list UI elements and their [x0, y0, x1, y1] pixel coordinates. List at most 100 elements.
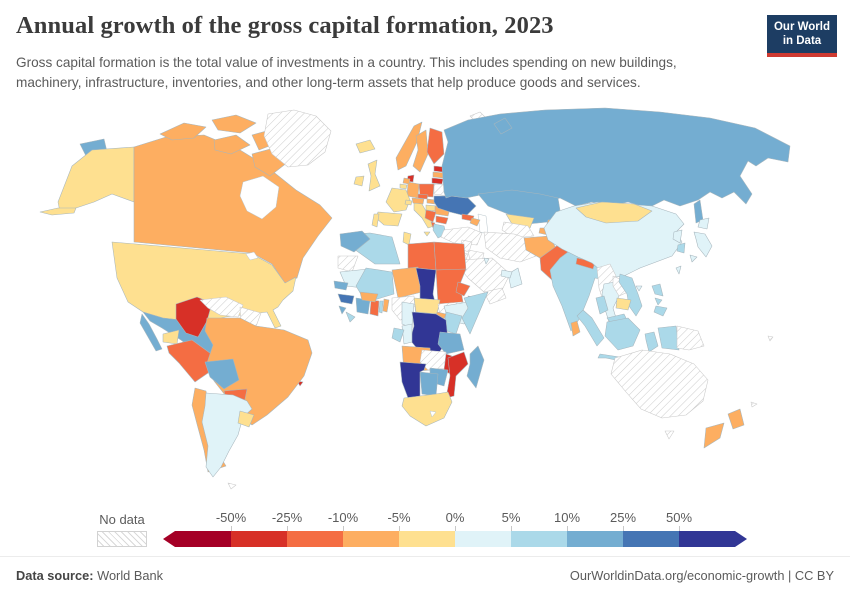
- country-visayas[interactable]: [654, 297, 663, 306]
- country-japan-kyushu[interactable]: [689, 254, 698, 263]
- country-iceland[interactable]: [355, 139, 376, 154]
- country-sweden[interactable]: [412, 129, 429, 173]
- country-azerbaijan[interactable]: [469, 217, 481, 227]
- country-luzon[interactable]: [651, 283, 664, 297]
- country-tunisia[interactable]: [402, 231, 412, 246]
- country-gabon[interactable]: [391, 327, 405, 343]
- country-burkina-faso[interactable]: [359, 291, 379, 303]
- country-aleutians[interactable]: [39, 207, 77, 216]
- country-egypt[interactable]: [433, 241, 467, 271]
- country-botswana[interactable]: [419, 371, 439, 397]
- country-nz-south[interactable]: [703, 422, 725, 449]
- country-ireland[interactable]: [353, 175, 365, 187]
- legend-color-bar[interactable]: [163, 531, 747, 547]
- legend-bin-5[interactable]: [455, 531, 511, 547]
- legend-bin-8[interactable]: [623, 531, 679, 547]
- country-south-korea[interactable]: [676, 242, 686, 254]
- country-spain[interactable]: [375, 211, 403, 227]
- legend-bin-4[interactable]: [399, 531, 455, 547]
- country-canada-arctic-3[interactable]: [213, 134, 251, 155]
- legend-bin-0[interactable]: [175, 531, 231, 547]
- country-senegal[interactable]: [333, 280, 349, 291]
- country-ghana[interactable]: [369, 299, 380, 317]
- country-eritrea[interactable]: [455, 281, 471, 297]
- legend-bin-3[interactable]: [343, 531, 399, 547]
- country-mongolia[interactable]: [575, 201, 653, 224]
- country-morocco[interactable]: [339, 230, 371, 253]
- country-togo[interactable]: [378, 300, 384, 314]
- country-tasmania[interactable]: [664, 430, 675, 440]
- country-liberia[interactable]: [345, 311, 356, 323]
- country-yemen[interactable]: [483, 287, 507, 305]
- country-papua-new-guinea[interactable]: [676, 325, 705, 351]
- country-uzbekistan[interactable]: [505, 213, 535, 229]
- country-kuwait[interactable]: [483, 257, 490, 265]
- country-japan-hokkaido[interactable]: [697, 217, 710, 230]
- country-canada-arctic-2[interactable]: [211, 114, 257, 134]
- country-taiwan[interactable]: [675, 265, 682, 275]
- country-mindanao[interactable]: [653, 305, 668, 317]
- country-uruguay[interactable]: [237, 410, 255, 428]
- country-italy[interactable]: [413, 201, 435, 229]
- country-argentina[interactable]: [201, 392, 253, 478]
- country-bulgaria[interactable]: [435, 215, 449, 225]
- country-peru[interactable]: [166, 339, 215, 383]
- country-fiji[interactable]: [767, 335, 774, 342]
- legend-bin-6[interactable]: [511, 531, 567, 547]
- country-namibia[interactable]: [399, 361, 427, 399]
- legend-bin-9[interactable]: [679, 531, 735, 547]
- country-australia[interactable]: [610, 349, 709, 419]
- country-madagascar[interactable]: [466, 345, 485, 389]
- country-france[interactable]: [385, 187, 411, 213]
- country-japan-honshu[interactable]: [693, 231, 713, 258]
- country-iran[interactable]: [483, 231, 537, 263]
- country-austria[interactable]: [411, 197, 425, 205]
- country-belgium[interactable]: [399, 183, 408, 190]
- footer-link[interactable]: OurWorldinData.org/economic-growth | CC …: [569, 568, 834, 583]
- owid-logo[interactable]: Our World in Data: [767, 15, 837, 57]
- country-venezuela[interactable]: [199, 296, 244, 318]
- country-falklands[interactable]: [227, 482, 237, 490]
- country-borneo[interactable]: [604, 317, 641, 351]
- country-north-korea[interactable]: [672, 229, 683, 244]
- country-nz-north[interactable]: [727, 408, 745, 430]
- country-canada-arctic-1[interactable]: [159, 122, 207, 141]
- country-south-africa[interactable]: [401, 391, 453, 427]
- country-car[interactable]: [413, 297, 441, 315]
- country-czechia[interactable]: [417, 193, 429, 200]
- country-greenland[interactable]: [263, 109, 332, 168]
- country-alaska[interactable]: [57, 146, 135, 213]
- country-switzerland[interactable]: [404, 199, 413, 206]
- country-bolivia[interactable]: [204, 358, 240, 390]
- country-somalia[interactable]: [461, 291, 489, 335]
- country-west-papua[interactable]: [657, 325, 680, 351]
- country-uae[interactable]: [500, 269, 513, 279]
- country-sulawesi[interactable]: [644, 331, 659, 353]
- country-netherlands[interactable]: [402, 177, 411, 185]
- country-poland[interactable]: [418, 183, 435, 198]
- country-tanzania[interactable]: [437, 331, 465, 355]
- country-mozambique[interactable]: [445, 351, 469, 399]
- country-hainan[interactable]: [635, 285, 643, 292]
- country-finland[interactable]: [426, 127, 445, 165]
- country-malaysia-peninsula[interactable]: [595, 295, 609, 315]
- country-new-caledonia[interactable]: [750, 401, 758, 408]
- country-novaya-zemlya[interactable]: [493, 117, 513, 135]
- legend-bin-7[interactable]: [567, 531, 623, 547]
- country-vietnam[interactable]: [618, 273, 643, 317]
- country-united-kingdom[interactable]: [367, 159, 381, 192]
- no-data-swatch[interactable]: [97, 531, 147, 547]
- country-ecuador[interactable]: [162, 329, 180, 345]
- country-guinea[interactable]: [337, 293, 355, 305]
- country-western-sahara[interactable]: [337, 255, 359, 273]
- legend-bin-1[interactable]: [231, 531, 287, 547]
- country-portugal[interactable]: [371, 213, 380, 228]
- country-sicily[interactable]: [423, 231, 431, 237]
- country-benin[interactable]: [382, 298, 390, 313]
- country-cambodia[interactable]: [615, 297, 632, 311]
- country-sri-lanka[interactable]: [570, 320, 581, 337]
- country-sierra-leone[interactable]: [338, 305, 347, 315]
- country-congo[interactable]: [401, 323, 413, 345]
- country-colombia[interactable]: [175, 296, 213, 338]
- country-balkans[interactable]: [424, 209, 437, 223]
